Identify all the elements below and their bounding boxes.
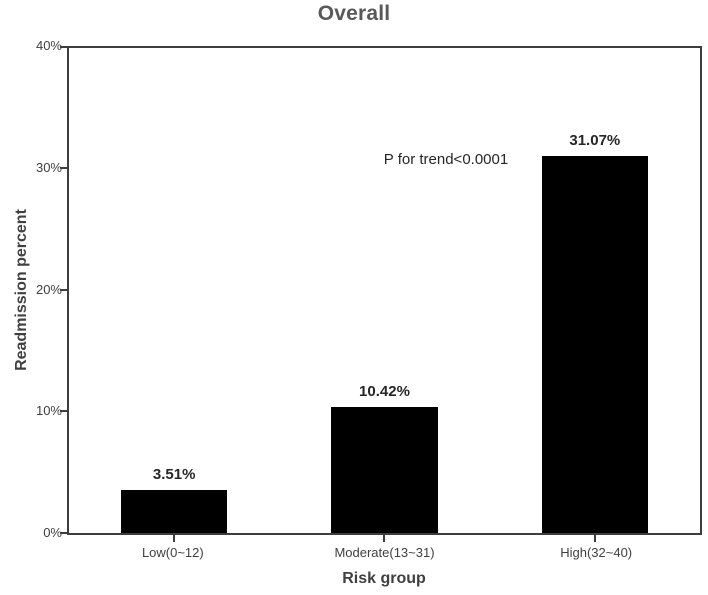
y-tick-mark — [60, 289, 67, 291]
y-tick-mark — [60, 410, 67, 412]
y-tick-mark — [60, 46, 67, 48]
x-tick-label-high: High(32~40) — [560, 545, 633, 560]
y-tick-label-0: 0% — [43, 525, 62, 540]
x-tick-mark — [383, 535, 386, 542]
y-tick-label-40: 40% — [35, 38, 62, 53]
p-for-trend-annotation: P for trend<0.0001 — [383, 151, 509, 168]
x-tick-label-moderate: Moderate(13~31) — [334, 545, 435, 560]
x-tick-mark — [173, 535, 176, 542]
y-tick-mark — [60, 167, 67, 169]
chart-title: Overall — [317, 2, 391, 25]
x-tick-label-low: Low(0~12) — [141, 545, 204, 560]
bar-moderate — [331, 406, 438, 533]
bar-value-label: 10.42% — [359, 382, 410, 400]
bar-value-label: 3.51% — [152, 466, 196, 484]
bar-value-label: 31.07% — [569, 132, 621, 150]
y-tick-mark — [60, 532, 67, 534]
bar-group-moderate: 10.42% — [279, 48, 489, 542]
plot-area: P for trend<0.0001 3.51% 10.42% 31.07% — [67, 46, 702, 542]
bar-high — [541, 156, 649, 533]
y-tick-label-20: 20% — [35, 282, 62, 297]
y-tick-label-30: 30% — [35, 160, 62, 175]
bar-low — [120, 490, 228, 533]
y-axis-title: Readmission percent — [13, 209, 30, 371]
x-labels-row: Low(0~12) Moderate(13~31) High(32~40) — [67, 545, 702, 560]
bar-group-low: 3.51% — [69, 48, 279, 542]
bar-group-high: 31.07% — [490, 48, 700, 542]
bars-row: 3.51% 10.42% 31.07% — [69, 48, 700, 542]
x-axis-title: Risk group — [342, 570, 426, 587]
y-tick-label-10: 10% — [35, 403, 62, 418]
x-tick-mark — [593, 535, 596, 542]
